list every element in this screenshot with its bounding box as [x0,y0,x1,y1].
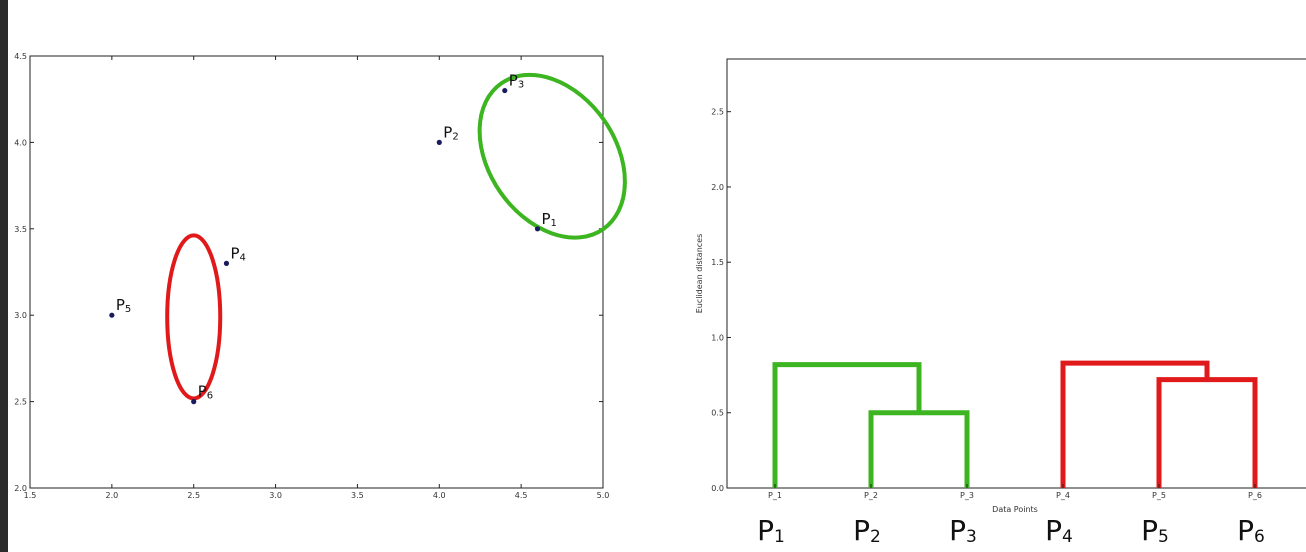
scatter-plot-frame [29,55,604,489]
dendrogram-chart: 0.0 0.5 1.0 1.5 2.0 2.5 Euclidean distances P_1… [695,58,1306,547]
scatter-point-label-p3: P3 [509,72,524,91]
dendrogram-big-leaf-label: P2 [853,514,881,547]
dendrogram-leaf-label: P_2 [864,491,878,500]
scatter-y-tick-label: 3.5 [14,225,27,234]
scatter-point-p3 [502,87,508,94]
dendrogram-y-axis-title: Euclidean distances [695,234,704,314]
scatter-point-label-p4: P4 [230,244,245,263]
dendrogram-y-tick-label: 1.0 [711,333,724,342]
scatter-y-tick-label: 3.0 [14,311,27,320]
scatter-x-tick-label: 1.5 [24,491,37,500]
scatter-point-p5 [109,312,115,318]
scatter-y-tick-label: 2.0 [14,484,27,493]
dendrogram-y-tick-label: 2.0 [711,183,724,192]
dendrogram-leaf-label: P_1 [768,491,782,500]
scatter-point-label-p5: P5 [116,296,131,315]
scatter-point-label-p2: P2 [443,123,458,142]
dendrogram-big-leaf-label: P3 [949,514,977,547]
scatter-x-tick-label: 3.5 [351,491,364,500]
scatter-x-tick-label: 5.0 [597,491,610,500]
scatter-x-tick-label: 4.5 [515,491,528,500]
window-edge [0,0,8,552]
dendrogram-y-tick-label: 0.5 [711,409,724,418]
dendrogram-plot-frame [726,58,1306,489]
cluster-ellipse-green [477,72,627,240]
dendrogram-big-leaf-label: P1 [757,514,785,547]
scatter-point-p2 [436,139,442,145]
dendrogram-leaf-label: P_3 [960,491,974,500]
scatter-x-tick-label: 3.0 [269,491,282,500]
scatter-x-tick-label: 4.0 [433,491,446,500]
dendrogram-y-tick-label: 1.5 [711,258,724,267]
scatter-point-p6 [191,399,197,405]
scatter-point-p4 [223,260,230,266]
dendrogram-leaf-label: P_6 [1248,491,1262,500]
dendrogram-y-tick-label: 0.0 [711,484,724,493]
scatter-chart: 1.5 2.0 2.5 3.0 3.5 4.0 4.5 5.02.02.53.03.54.04… [14,52,627,500]
scatter-x-tick-label: 2.0 [105,491,118,500]
dendrogram-y-tick-label: 2.5 [711,108,724,117]
dendrogram-leaf-label: P_5 [1152,491,1166,500]
scatter-x-tick-label: 2.5 [187,491,200,500]
dendrogram-link-p4-p56 [1060,360,1210,488]
scatter-point-label-p6: P6 [198,383,213,402]
dendrogram-big-leaf-label: P4 [1045,514,1073,547]
dendrogram-leaf-label: P_4 [1056,491,1070,500]
scatter-point-p1 [534,226,541,232]
cluster-ellipse-red [165,233,223,401]
dendrogram-link-p1-p23 [772,362,922,488]
scatter-y-tick-label: 2.5 [14,398,27,407]
scatter-y-tick-label: 4.0 [14,138,27,147]
dendrogram-big-leaf-label: P6 [1237,514,1265,547]
scatter-y-tick-label: 4.5 [14,52,27,61]
dendrogram-x-axis-title: Data Points [992,505,1038,514]
scatter-point-label-p1: P1 [542,210,557,229]
dendrogram-link-p5-p6 [1156,377,1258,488]
dendrogram-big-leaf-label: P5 [1141,514,1169,547]
dendrogram-link-p2-p3 [868,410,970,488]
